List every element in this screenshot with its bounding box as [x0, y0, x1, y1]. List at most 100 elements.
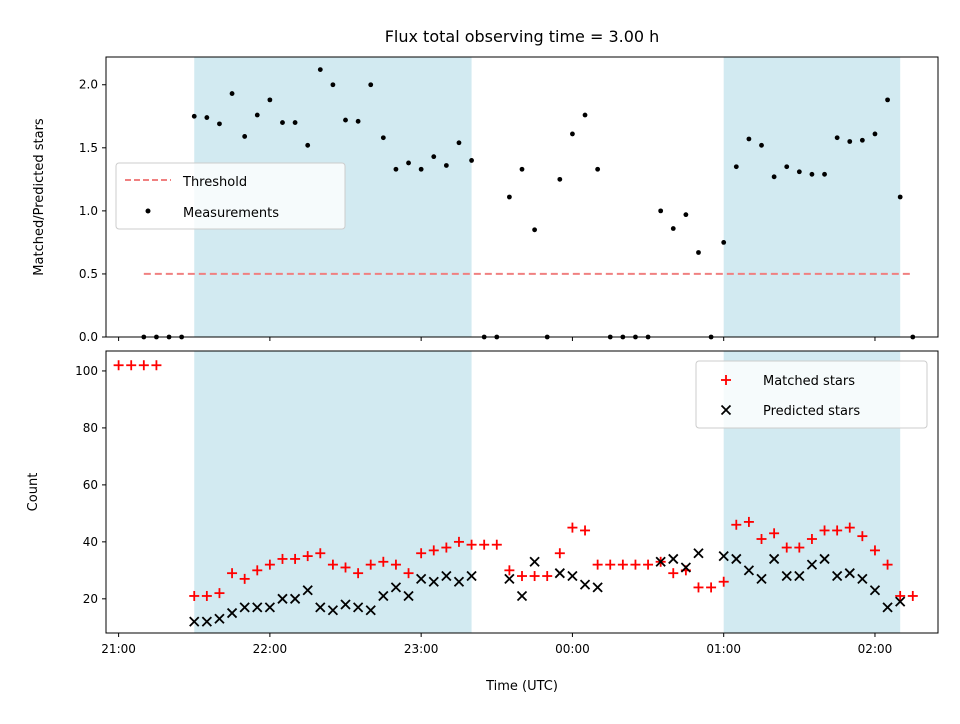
measurement-point: [519, 166, 525, 172]
predicted-star-point: [378, 590, 389, 602]
predicted-star-point-b: [567, 570, 578, 582]
count-xticks: 21:00 22:00 23:00 00:00 01:00 02:00: [101, 633, 892, 656]
matched-star-point: [895, 590, 906, 601]
predicted-star-point-b: [390, 582, 402, 593]
matched-star-point: [567, 522, 578, 533]
measurement-point: [897, 194, 903, 200]
legend-measurements-label: Measurements: [183, 206, 279, 221]
measurement-point: [872, 131, 878, 137]
predicted-star-point: [806, 559, 818, 570]
predicted-star-point: [403, 590, 414, 602]
predicted-star-point: [277, 593, 288, 604]
matched-star-point: [302, 551, 313, 562]
predicted-star-point: [781, 570, 792, 582]
matched-star-point: [542, 571, 553, 582]
predicted-star-point: [453, 576, 465, 587]
legend-matched-swatch: [721, 375, 731, 385]
predicted-star-point: [567, 570, 578, 582]
matched-star-point: [264, 559, 275, 570]
predicted-star-point: [529, 556, 540, 567]
legend-predicted-marker: [720, 404, 732, 416]
legend-predicted-marker-b: [720, 404, 732, 416]
x-axis-label: Time (UTC): [485, 679, 558, 694]
measurement-point: [406, 160, 411, 166]
matched-star-point: [517, 571, 527, 582]
predicted-star-point: [327, 605, 339, 616]
matched-star-point: [214, 588, 225, 599]
measurement-point: [784, 164, 790, 170]
predicted-star-point: [857, 573, 868, 585]
xtick-label: 22:00: [253, 642, 288, 656]
matched-star-point: [290, 553, 301, 564]
predicted-star-point-b: [327, 605, 339, 616]
predicted-star-point-b: [239, 602, 250, 613]
matched-star-point: [769, 528, 780, 539]
predicted-star-point-b: [768, 553, 780, 565]
matched-star-point: [806, 534, 817, 544]
xtick-label: 00:00: [555, 642, 590, 656]
measurement-point: [431, 154, 437, 160]
measurement-point: [595, 166, 601, 172]
predicted-star-point-b: [819, 553, 830, 565]
observing-interval: [194, 351, 472, 633]
predicted-star-point: [592, 582, 603, 593]
measurement-point: [355, 118, 361, 124]
matched-star-point: [126, 360, 137, 371]
matched-star-point: [554, 548, 565, 559]
predicted-star-point-b: [668, 553, 679, 565]
measurement-point: [771, 174, 777, 180]
measurement-point: [204, 115, 210, 120]
predicted-star-point: [756, 573, 767, 585]
matched-star-point: [390, 559, 401, 570]
count-axes-frame: [105, 350, 939, 634]
legend-threshold-label: Threshold: [182, 175, 247, 190]
predicted-star-point: [352, 602, 364, 613]
predicted-star-point: [441, 570, 452, 582]
predicted-star-point: [416, 573, 427, 585]
measurement-point: [229, 91, 235, 96]
ytick-label: 40: [83, 535, 98, 549]
predicted-star-point-b: [832, 570, 843, 582]
measurement-point: [380, 135, 386, 141]
ytick-label: 80: [83, 421, 98, 435]
measurement-point: [317, 67, 323, 73]
predicted-star-point: [214, 613, 225, 624]
measurement-point: [343, 117, 348, 123]
matched-star-point: [327, 559, 338, 570]
matched-star-point: [353, 568, 364, 579]
measurement-point: [809, 171, 815, 177]
measurement-point: [759, 142, 764, 148]
predicted-star-point: [655, 556, 666, 567]
xtick-label: 01:00: [706, 642, 741, 656]
measurement-point: [305, 142, 311, 148]
predicted-star-point: [693, 548, 704, 559]
matched-star-point: [189, 590, 200, 601]
predicted-star-point: [668, 553, 679, 565]
measurement-point: [570, 131, 575, 137]
predicted-star-point-b: [289, 593, 301, 604]
predicted-star-point-b: [592, 582, 603, 593]
predicted-star-point-b: [365, 605, 376, 616]
predicted-star-point-b: [416, 573, 427, 585]
matched-star-point: [718, 576, 729, 587]
matched-star-point: [365, 559, 376, 570]
predicted-star-point-b: [781, 570, 792, 582]
matched-star-point: [844, 522, 855, 533]
predicted-star-point-b: [226, 607, 238, 619]
matched-star-point: [832, 525, 843, 536]
ytick-label: 100: [75, 364, 98, 378]
ytick-label: 2.0: [79, 78, 98, 92]
predicted-star-point-b: [428, 576, 439, 587]
predicted-star-point-b: [794, 570, 805, 582]
predicted-star-point-b: [756, 573, 767, 585]
matched-star-point: [151, 360, 162, 371]
ratio-xticks: [118, 337, 876, 341]
legend-predicted-label: Predicted stars: [763, 404, 860, 419]
ytick-label: 1.5: [79, 141, 98, 155]
matched-star-point: [491, 539, 502, 550]
xtick-label: 23:00: [404, 642, 439, 656]
predicted-star-point: [189, 616, 200, 627]
matched-star-point: [277, 553, 288, 564]
predicted-star-point-b: [504, 573, 515, 585]
matched-star-point: [239, 573, 250, 584]
